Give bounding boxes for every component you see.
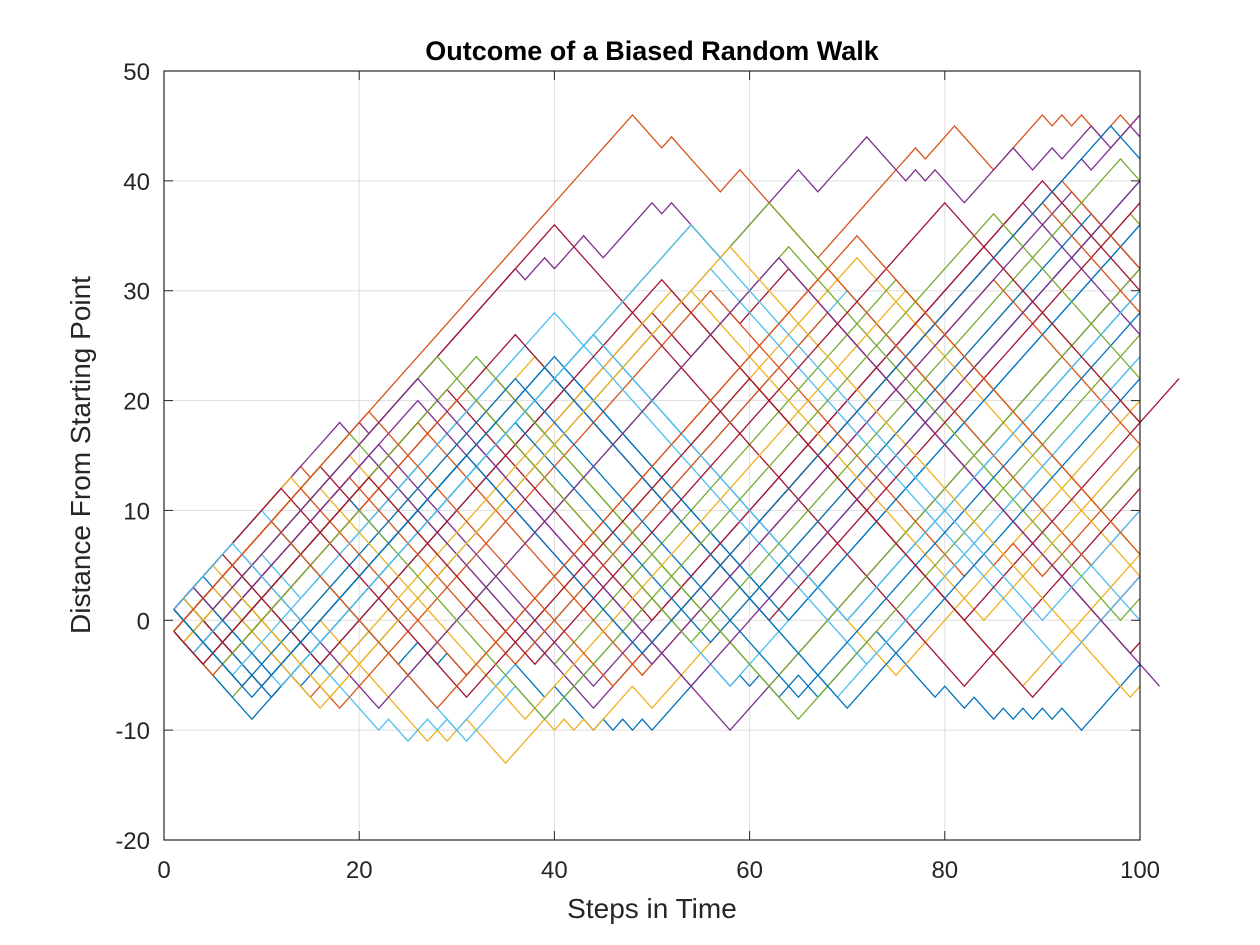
y-tick-label: 10 bbox=[123, 498, 150, 525]
x-tick-label: 40 bbox=[541, 857, 568, 884]
walk-series-line bbox=[173, 223, 1141, 644]
walk-series-line bbox=[173, 311, 1141, 677]
y-axis-label: Distance From Starting Point bbox=[65, 276, 96, 634]
walk-series-line bbox=[173, 377, 1180, 699]
chart-title: Outcome of a Biased Random Walk bbox=[425, 36, 880, 66]
walk-series-line bbox=[173, 256, 1161, 710]
y-tick-label: -10 bbox=[115, 718, 150, 745]
walk-series-line bbox=[173, 201, 1141, 666]
y-tick-label: 20 bbox=[123, 389, 150, 416]
walk-series-line bbox=[173, 190, 1141, 666]
x-tick-label: 0 bbox=[157, 857, 170, 884]
plot-frame bbox=[163, 70, 1141, 841]
walk-series-line bbox=[173, 312, 1141, 699]
y-tick-label: 30 bbox=[123, 279, 150, 306]
walk-series-line bbox=[173, 245, 1141, 699]
walk-series-line bbox=[173, 180, 1141, 688]
y-tick-label: 50 bbox=[123, 59, 150, 86]
walk-series-line bbox=[173, 400, 1141, 765]
walk-series-line bbox=[173, 114, 1141, 610]
series-lines bbox=[173, 113, 1180, 765]
y-tick-label: 40 bbox=[123, 169, 150, 196]
y-tick-label: 0 bbox=[137, 608, 150, 635]
axis-ticks: 0 20 40 60 80 100 -20 -10 0 10 20 30 40 50 bbox=[115, 59, 1160, 884]
walk-series-line bbox=[173, 124, 1141, 699]
y-tick-label: -20 bbox=[115, 828, 150, 855]
x-tick-label: 80 bbox=[931, 857, 958, 884]
x-tick-label: 60 bbox=[736, 857, 763, 884]
plot-area bbox=[164, 71, 1140, 840]
x-axis-label: Steps in Time bbox=[567, 893, 737, 924]
walk-series-line bbox=[173, 234, 1141, 710]
x-tick-label: 100 bbox=[1120, 857, 1160, 884]
walk-series-line bbox=[173, 278, 1141, 699]
walk-series-line bbox=[173, 212, 1141, 721]
x-tick-label: 20 bbox=[346, 857, 373, 884]
